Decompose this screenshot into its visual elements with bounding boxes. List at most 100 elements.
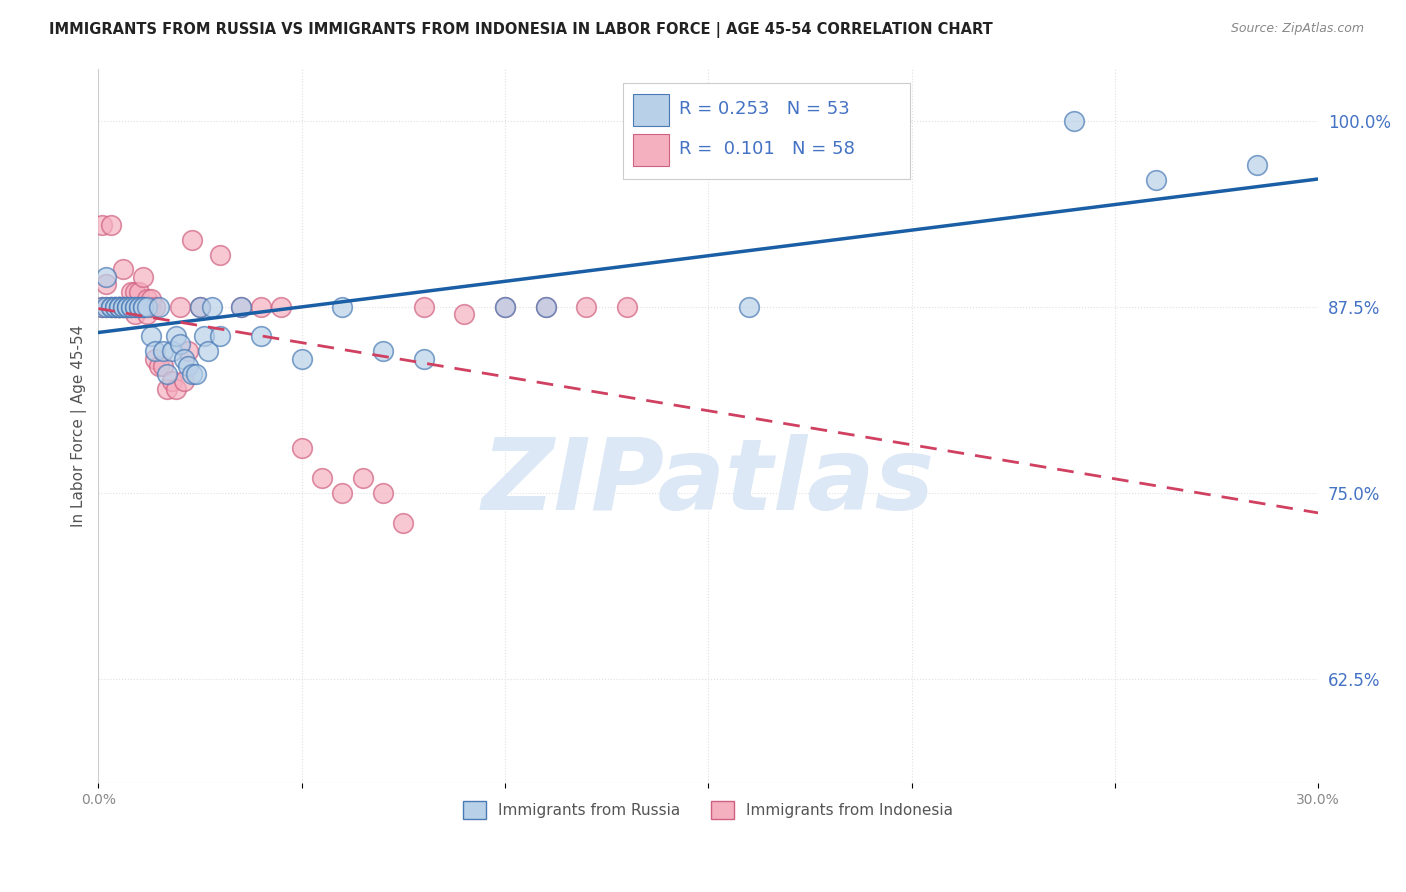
Point <box>291 441 314 455</box>
Point <box>169 300 191 314</box>
Point <box>100 300 122 314</box>
Point <box>1063 113 1085 128</box>
Point <box>128 285 150 299</box>
Point <box>104 300 127 314</box>
Point <box>180 233 202 247</box>
Point <box>136 307 159 321</box>
Point <box>132 300 155 314</box>
Point <box>209 329 232 343</box>
FancyBboxPatch shape <box>633 94 669 126</box>
Point <box>371 485 394 500</box>
Point <box>330 485 353 500</box>
Point <box>250 300 273 314</box>
Point <box>124 300 146 314</box>
Point <box>141 300 163 314</box>
Point <box>107 300 129 314</box>
Point <box>143 300 166 314</box>
Point <box>173 351 195 366</box>
Point <box>270 300 292 314</box>
Point <box>100 300 122 314</box>
Point <box>201 300 224 314</box>
Point <box>96 300 118 314</box>
Point <box>115 300 138 314</box>
Point <box>141 329 163 343</box>
Point <box>165 329 187 343</box>
Text: ZIPatlas: ZIPatlas <box>482 434 935 532</box>
Point <box>160 374 183 388</box>
Point <box>184 367 207 381</box>
Point <box>115 300 138 314</box>
Point <box>104 300 127 314</box>
Point <box>180 367 202 381</box>
Point <box>148 300 170 314</box>
Point <box>111 300 134 314</box>
Point <box>229 300 252 314</box>
Point <box>311 471 333 485</box>
Point <box>188 300 211 314</box>
Point <box>494 300 516 314</box>
FancyBboxPatch shape <box>623 83 910 179</box>
Point <box>534 300 557 314</box>
Point <box>107 300 129 314</box>
Point <box>143 344 166 359</box>
Point <box>169 337 191 351</box>
Point <box>111 262 134 277</box>
Point <box>156 382 179 396</box>
Point <box>453 307 475 321</box>
FancyBboxPatch shape <box>633 135 669 167</box>
Point <box>115 300 138 314</box>
Point <box>111 300 134 314</box>
Point <box>124 300 146 314</box>
Text: Source: ZipAtlas.com: Source: ZipAtlas.com <box>1230 22 1364 36</box>
Point <box>291 351 314 366</box>
Point <box>91 300 114 314</box>
Point <box>111 300 134 314</box>
Point <box>160 344 183 359</box>
Point <box>738 300 761 314</box>
Point <box>132 300 155 314</box>
Point <box>120 285 142 299</box>
Point <box>120 300 142 314</box>
Point <box>188 300 211 314</box>
Point <box>91 300 114 314</box>
Point <box>1246 158 1268 172</box>
Point <box>229 300 252 314</box>
Point <box>132 269 155 284</box>
Point <box>120 300 142 314</box>
Point <box>148 359 170 374</box>
Point <box>156 367 179 381</box>
Point <box>124 285 146 299</box>
Point <box>193 329 215 343</box>
Point <box>371 344 394 359</box>
Point <box>141 292 163 306</box>
Point <box>104 300 127 314</box>
Point <box>152 359 174 374</box>
Point <box>96 269 118 284</box>
Point <box>115 300 138 314</box>
Point <box>392 516 415 530</box>
Point <box>107 300 129 314</box>
Point <box>96 277 118 292</box>
Point <box>124 307 146 321</box>
Point <box>100 218 122 232</box>
Point <box>165 382 187 396</box>
Point <box>250 329 273 343</box>
Point <box>177 359 200 374</box>
Point <box>115 300 138 314</box>
Point <box>128 300 150 314</box>
Point <box>143 351 166 366</box>
Point <box>132 300 155 314</box>
Point <box>100 300 122 314</box>
Point <box>96 300 118 314</box>
Point <box>120 300 142 314</box>
Text: R = 0.253   N = 53: R = 0.253 N = 53 <box>679 100 849 118</box>
Point <box>494 300 516 314</box>
Text: R =  0.101   N = 58: R = 0.101 N = 58 <box>679 140 855 158</box>
Point <box>104 300 127 314</box>
Point <box>575 300 598 314</box>
Point <box>107 300 129 314</box>
Point <box>115 300 138 314</box>
Legend: Immigrants from Russia, Immigrants from Indonesia: Immigrants from Russia, Immigrants from … <box>457 795 959 825</box>
Point <box>412 351 434 366</box>
Point <box>136 292 159 306</box>
